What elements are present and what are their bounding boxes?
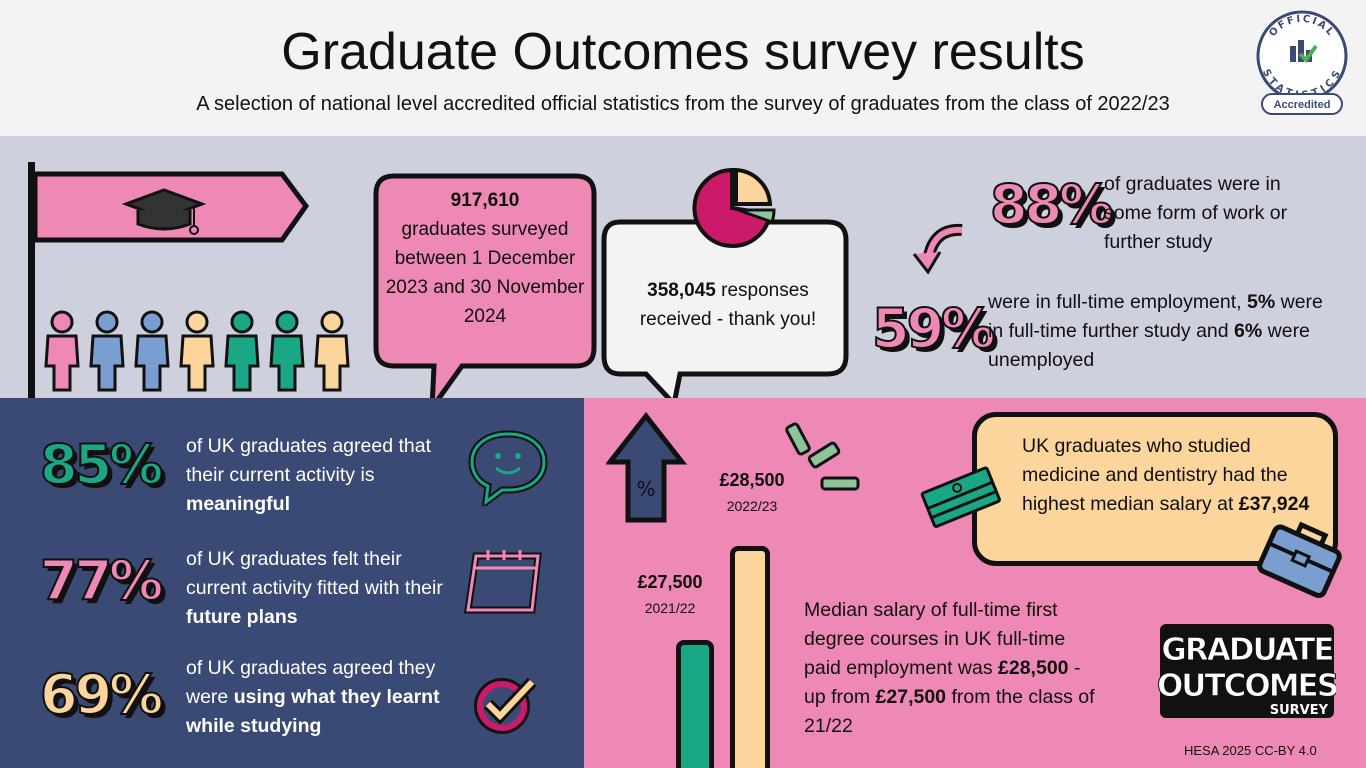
person-icon (179, 310, 215, 392)
responses-bubble-shape (601, 219, 849, 408)
salary-2021-year: 2021/22 (644, 600, 696, 616)
salary-bar-2022 (730, 546, 770, 768)
graduate-outcomes-logo: GRADUATE OUTCOMES SURVEY (1158, 624, 1336, 718)
sparkle-lines-icon (785, 422, 860, 491)
seal-badge-text: Accredited (1274, 99, 1331, 111)
meaningful-text-body: of UK graduates agreed that their curren… (186, 435, 431, 486)
check-circle-icon (474, 677, 537, 734)
person-icon (134, 310, 170, 392)
surveyed-bubble: 917,610 graduates surveyed between 1 Dec… (380, 186, 590, 331)
percent-symbol: % (636, 477, 655, 501)
employment-text-1: were in full-time employment, (988, 291, 1242, 313)
using-learning-text-bold: using what they learnt while studying (186, 686, 440, 737)
person-icon (89, 310, 125, 392)
official-statistics-accredited-seal: OFFICIAL STATISTICS Accredited (1256, 10, 1348, 115)
responses-count: 358,045 (647, 280, 716, 301)
credit-footer: HESA 2025 CC-BY 4.0 (1184, 743, 1317, 758)
using-learning-percent: 69% (39, 663, 164, 726)
medicine-text-body: UK graduates who studied medicine and de… (1022, 435, 1288, 515)
person-icon (44, 310, 80, 392)
response-rate-pie-icon (692, 167, 776, 248)
surveyed-bubble-shape (373, 173, 597, 414)
graduation-flag (28, 162, 310, 400)
median-salary-current: £28,500 (998, 657, 1069, 679)
salary-2021-value: £27,500 (637, 572, 703, 592)
surveyed-text: graduates surveyed between 1 December 20… (385, 219, 585, 327)
future-plans-text: of UK graduates felt their current activ… (186, 545, 446, 632)
briefcase-icon (1257, 521, 1342, 598)
person-icon (314, 310, 350, 392)
person-icon (224, 310, 260, 392)
meaningful-text: of UK graduates agreed that their curren… (186, 432, 436, 519)
page-title: Graduate Outcomes survey results (281, 23, 1085, 81)
median-salary-previous: £27,500 (875, 686, 947, 708)
logo-line-1: GRADUATE (1161, 632, 1332, 668)
future-plans-percent: 77% (39, 549, 164, 612)
graduates-people-row (44, 310, 350, 392)
using-learning-text-body: of UK graduates agreed they were (186, 657, 436, 708)
employment-text-3: were unemployed (988, 320, 1310, 371)
employment-text-2: were in full-time further study and (988, 291, 1323, 342)
median-salary-desc-1: Median salary of full-time first degree … (804, 599, 1066, 679)
salary-2022-year: 2022/23 (726, 498, 778, 514)
logo-line-2: OUTCOMES (1158, 668, 1336, 704)
percent-up-arrow-icon: % (606, 412, 688, 523)
median-salary-desc-2: - up from (804, 657, 1081, 708)
page-subtitle: A selection of national level accredited… (196, 93, 1170, 115)
medicine-salary-amount: £37,924 (1238, 493, 1310, 515)
medicine-text: UK graduates who studied medicine and de… (1022, 432, 1322, 519)
work-study-percent: 88% (989, 173, 1114, 236)
future-plans-text-bold: future plans (186, 606, 298, 628)
meaningful-percent: 85% (39, 433, 164, 496)
curved-arrow-icon (912, 223, 963, 275)
employment-percent: 59% (871, 297, 996, 360)
cash-stack-icon (920, 466, 1001, 528)
unemployed-percent: 6% (1234, 320, 1263, 342)
person-icon (269, 310, 305, 392)
responses-text: responses received - thank you! (639, 280, 817, 330)
mortarboard-icon (121, 188, 207, 235)
median-salary-desc-3: from the class of 21/22 (804, 686, 1095, 737)
header: Graduate Outcomes survey results A selec… (0, 0, 1366, 136)
smile-speech-icon (468, 430, 548, 506)
using-learning-text: of UK graduates agreed they were using w… (186, 654, 466, 741)
logo-line-3: SURVEY (1270, 703, 1329, 718)
work-study-text: of graduates were in some form of work o… (1104, 173, 1288, 253)
salary-2022-value: £28,500 (719, 470, 785, 490)
future-plans-text-body: of UK graduates felt their current activ… (186, 548, 443, 599)
further-study-percent: 5% (1247, 291, 1276, 313)
responses-bubble: 358,045 responses received - thank you! (612, 276, 844, 334)
median-salary-text: Median salary of full-time first degree … (804, 596, 1104, 741)
calendar-icon (463, 550, 542, 614)
meaningful-text-bold: meaningful (186, 493, 291, 515)
salary-bar-2021 (676, 640, 714, 768)
surveyed-count: 917,610 (450, 190, 520, 211)
employment-breakdown: were in full-time employment, 5% were in… (988, 288, 1328, 375)
